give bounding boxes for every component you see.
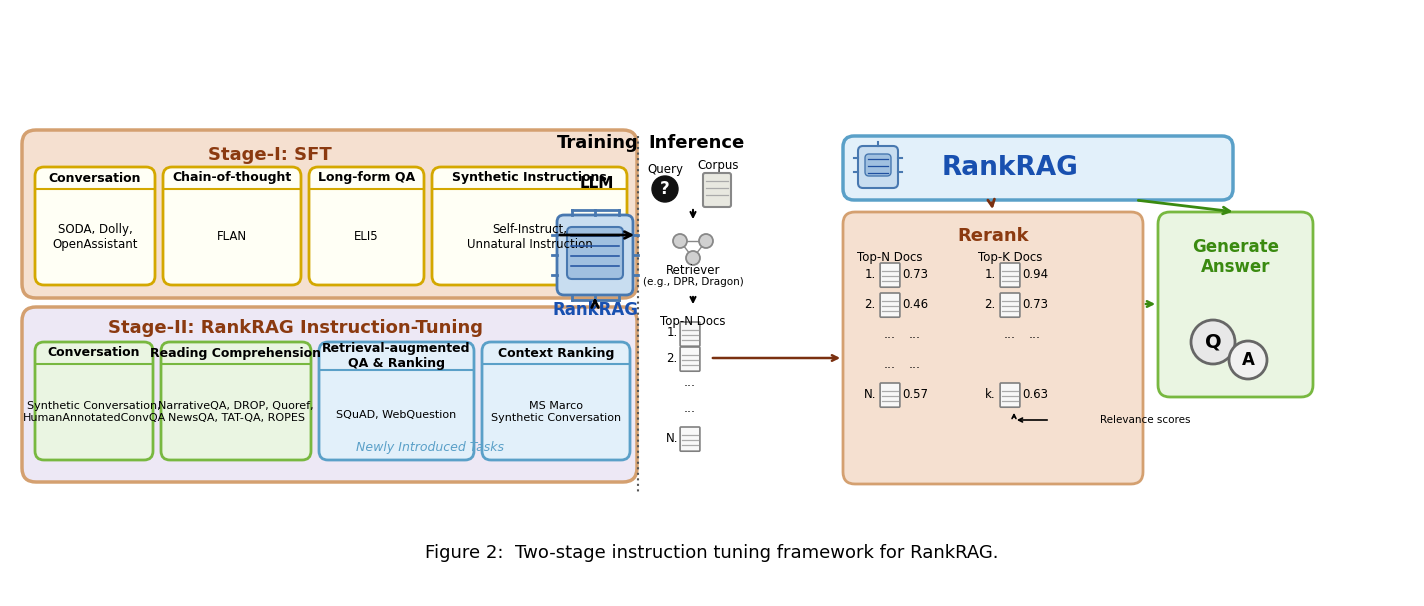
- Text: Context Ranking: Context Ranking: [498, 347, 614, 359]
- FancyBboxPatch shape: [319, 342, 474, 460]
- Circle shape: [652, 176, 678, 202]
- Text: 0.46: 0.46: [901, 298, 928, 310]
- Text: Training: Training: [557, 134, 639, 152]
- FancyBboxPatch shape: [309, 167, 424, 285]
- FancyBboxPatch shape: [1158, 212, 1313, 397]
- FancyBboxPatch shape: [36, 167, 155, 285]
- Text: Retriever: Retriever: [666, 264, 721, 276]
- Text: ?: ?: [661, 180, 669, 198]
- Text: 2.: 2.: [984, 298, 995, 310]
- FancyBboxPatch shape: [557, 215, 634, 295]
- Text: Synthetic Instructions: Synthetic Instructions: [453, 171, 607, 184]
- FancyBboxPatch shape: [880, 263, 900, 287]
- Text: FLAN: FLAN: [216, 230, 246, 244]
- Text: 1.: 1.: [666, 327, 678, 339]
- Text: Q: Q: [1205, 333, 1222, 351]
- Text: NarrativeQA, DROP, Quoref,
NewsQA, TAT-QA, ROPES: NarrativeQA, DROP, Quoref, NewsQA, TAT-Q…: [158, 401, 313, 423]
- Text: Retrieval-augmented
QA & Ranking: Retrieval-augmented QA & Ranking: [322, 342, 471, 370]
- Text: Top-N Docs: Top-N Docs: [857, 250, 923, 264]
- Text: Newly Introduced Tasks: Newly Introduced Tasks: [356, 442, 504, 454]
- FancyBboxPatch shape: [681, 322, 701, 346]
- FancyBboxPatch shape: [681, 347, 701, 371]
- FancyBboxPatch shape: [1000, 263, 1020, 287]
- Text: ...: ...: [684, 376, 696, 390]
- Text: Top-K Docs: Top-K Docs: [978, 250, 1042, 264]
- Text: Query: Query: [646, 162, 684, 176]
- FancyBboxPatch shape: [567, 227, 624, 279]
- Circle shape: [686, 251, 701, 265]
- Text: Relevance scores: Relevance scores: [1099, 415, 1190, 425]
- Text: Stage-I: SFT: Stage-I: SFT: [208, 146, 332, 164]
- Text: ...: ...: [909, 358, 921, 370]
- Text: Inference: Inference: [649, 134, 745, 152]
- Text: Self-Instruct,
Unnatural Instruction: Self-Instruct, Unnatural Instruction: [467, 223, 592, 251]
- Text: ...: ...: [884, 327, 896, 341]
- Text: ...: ...: [909, 327, 921, 341]
- Circle shape: [699, 234, 713, 248]
- Text: Rerank: Rerank: [957, 227, 1028, 245]
- FancyBboxPatch shape: [36, 342, 152, 460]
- Text: ...: ...: [684, 402, 696, 415]
- Text: N.: N.: [666, 431, 678, 444]
- Text: SQuAD, WebQuestion: SQuAD, WebQuestion: [336, 410, 457, 420]
- Text: RankRAG: RankRAG: [553, 301, 638, 319]
- Text: Chain-of-thought: Chain-of-thought: [172, 171, 292, 184]
- Text: LLM: LLM: [580, 176, 614, 190]
- FancyBboxPatch shape: [161, 342, 310, 460]
- FancyBboxPatch shape: [481, 342, 629, 460]
- FancyBboxPatch shape: [21, 307, 637, 482]
- Text: Top-N Docs: Top-N Docs: [661, 316, 726, 328]
- FancyBboxPatch shape: [162, 167, 300, 285]
- Circle shape: [1190, 320, 1235, 364]
- FancyBboxPatch shape: [864, 154, 891, 176]
- Text: 2.: 2.: [864, 298, 876, 310]
- Text: ELI5: ELI5: [355, 230, 379, 244]
- FancyBboxPatch shape: [1000, 293, 1020, 317]
- Text: k.: k.: [984, 387, 995, 401]
- Text: 0.57: 0.57: [901, 387, 928, 401]
- Text: 0.73: 0.73: [1022, 298, 1048, 310]
- Circle shape: [674, 234, 686, 248]
- FancyBboxPatch shape: [431, 167, 627, 285]
- Text: ...: ...: [884, 358, 896, 370]
- Text: Conversation: Conversation: [48, 171, 141, 184]
- Text: 1.: 1.: [864, 267, 876, 281]
- Text: RankRAG: RankRAG: [941, 155, 1078, 181]
- Text: Reading Comprehension: Reading Comprehension: [151, 347, 322, 359]
- Text: Conversation: Conversation: [48, 347, 140, 359]
- Text: (e.g., DPR, Dragon): (e.g., DPR, Dragon): [642, 277, 743, 287]
- Text: A: A: [1242, 351, 1255, 369]
- Text: N.: N.: [864, 387, 876, 401]
- Text: Long-form QA: Long-form QA: [318, 171, 414, 184]
- Text: 2.: 2.: [666, 351, 678, 364]
- Text: 0.94: 0.94: [1022, 267, 1048, 281]
- Text: Synthetic Conversation,
HumanAnnotatedConvQA: Synthetic Conversation, HumanAnnotatedCo…: [23, 401, 165, 423]
- FancyBboxPatch shape: [21, 130, 637, 298]
- FancyBboxPatch shape: [880, 383, 900, 407]
- Circle shape: [1229, 341, 1267, 379]
- Text: Figure 2:  Two-stage instruction tuning framework for RankRAG.: Figure 2: Two-stage instruction tuning f…: [426, 544, 998, 562]
- Text: 0.73: 0.73: [901, 267, 928, 281]
- FancyBboxPatch shape: [1000, 383, 1020, 407]
- FancyBboxPatch shape: [880, 293, 900, 317]
- Text: ...: ...: [1004, 327, 1015, 341]
- Text: MS Marco
Synthetic Conversation: MS Marco Synthetic Conversation: [491, 401, 621, 423]
- Text: Stage-II: RankRAG Instruction-Tuning: Stage-II: RankRAG Instruction-Tuning: [107, 319, 483, 337]
- Text: ...: ...: [1030, 327, 1041, 341]
- FancyBboxPatch shape: [843, 136, 1233, 200]
- Text: 1.: 1.: [984, 267, 995, 281]
- Text: 0.63: 0.63: [1022, 387, 1048, 401]
- Text: Corpus: Corpus: [698, 159, 739, 171]
- Text: Generate
Answer: Generate Answer: [1192, 238, 1279, 276]
- FancyBboxPatch shape: [859, 146, 899, 188]
- FancyBboxPatch shape: [703, 173, 731, 207]
- FancyBboxPatch shape: [681, 427, 701, 451]
- FancyBboxPatch shape: [843, 212, 1143, 484]
- Text: SODA, Dolly,
OpenAssistant: SODA, Dolly, OpenAssistant: [53, 223, 138, 251]
